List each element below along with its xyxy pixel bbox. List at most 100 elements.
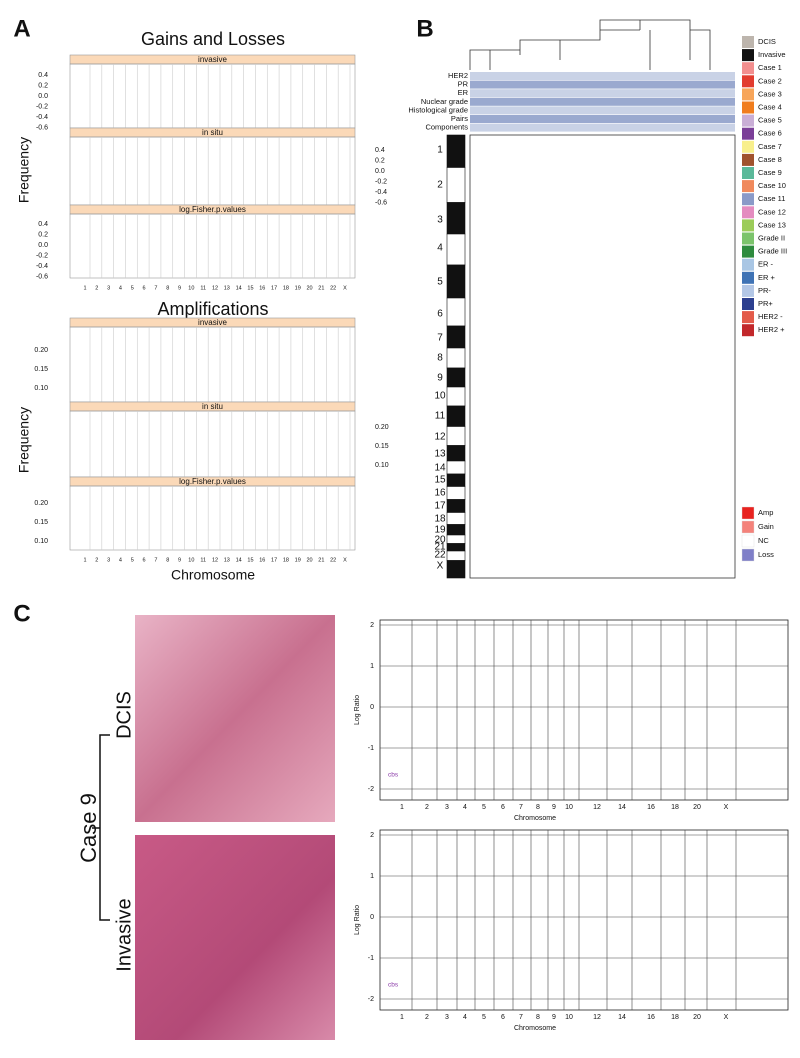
annotation-track xyxy=(470,89,735,98)
y-tick-label: 0.4 xyxy=(38,221,48,228)
y-tick-label: -1 xyxy=(368,745,374,752)
legend-label: Case 4 xyxy=(758,102,782,111)
x-tick-label: 19 xyxy=(295,285,301,291)
y-tick-label: -0.4 xyxy=(36,114,48,121)
legend-swatch xyxy=(741,520,755,534)
chromosome-block xyxy=(446,202,466,235)
x-tick-label: 19 xyxy=(295,557,301,563)
x-tick-label: 4 xyxy=(463,804,467,811)
y-tick-label: 0.10 xyxy=(375,462,389,469)
legend-swatch xyxy=(742,101,754,114)
case-label: Case 9 xyxy=(76,793,101,863)
x-tick-label: 12 xyxy=(593,804,601,811)
y-tick-label: 0.0 xyxy=(38,93,48,100)
y-tick-label: 2 xyxy=(370,622,374,629)
chromosome-label: 5 xyxy=(437,277,443,288)
x-tick-label: 18 xyxy=(671,1014,679,1021)
legend-swatch xyxy=(742,232,754,245)
legend-swatch xyxy=(742,324,754,337)
legend-label: Case 10 xyxy=(758,181,786,190)
x-tick-label: 3 xyxy=(107,557,110,563)
legend-label: HER2 - xyxy=(758,312,783,321)
x-tick-label: 12 xyxy=(212,285,218,291)
chromosome-block xyxy=(446,233,466,266)
legend-swatch xyxy=(742,271,754,284)
legend-label: Case 8 xyxy=(758,155,782,164)
y-tick-label: 0.10 xyxy=(34,538,48,545)
legend-swatch xyxy=(742,49,754,62)
x-tick-label: 22 xyxy=(330,285,336,291)
legend-swatch xyxy=(742,193,754,206)
chromosome-block xyxy=(446,445,466,462)
x-tick-label: 16 xyxy=(647,804,655,811)
chromosome-block xyxy=(446,486,466,500)
y-tick-label: 0.0 xyxy=(375,168,385,175)
chromosome-label: 16 xyxy=(434,488,446,499)
x-tick-label: 8 xyxy=(536,804,540,811)
chromosome-label: 8 xyxy=(437,353,443,364)
x-tick-label: 6 xyxy=(143,557,146,563)
x-tick-label: 11 xyxy=(200,557,206,563)
x-tick-label: 12 xyxy=(212,557,218,563)
strip-label: log.Fisher.p.values xyxy=(179,205,246,214)
panel-label: B xyxy=(416,15,433,42)
legend-label: PR+ xyxy=(758,299,773,308)
legend-label: ER + xyxy=(758,273,776,282)
y-tick-label: 0.4 xyxy=(38,72,48,79)
y-tick-label: -0.6 xyxy=(375,199,387,206)
chromosome-block xyxy=(446,386,466,407)
x-tick-label: 9 xyxy=(178,285,181,291)
chromosome-block xyxy=(446,543,466,552)
chromosome-block xyxy=(446,297,466,327)
legend-swatch xyxy=(742,180,754,193)
x-tick-label: 16 xyxy=(259,557,265,563)
legend-label: DCIS xyxy=(758,37,776,46)
track-label: Histological grade xyxy=(408,105,468,114)
legend-swatch xyxy=(742,298,754,310)
x-tick-label: 2 xyxy=(425,804,429,811)
legend-label: Invasive xyxy=(758,50,786,59)
y-tick-label: 0.0 xyxy=(38,242,48,249)
x-tick-label: 5 xyxy=(482,804,486,811)
legend-swatch xyxy=(742,36,754,48)
x-tick-label: 3 xyxy=(107,285,110,291)
panel-label: A xyxy=(13,15,30,42)
legend-label: NC xyxy=(758,536,769,545)
x-tick-label: 1 xyxy=(400,1014,404,1021)
legend-label: Case 5 xyxy=(758,116,782,125)
section-title: Amplifications xyxy=(157,299,268,319)
x-tick-label: 18 xyxy=(283,557,289,563)
y-tick-label: 0.15 xyxy=(375,443,389,450)
x-tick-label: X xyxy=(343,557,347,563)
chromosome-label: 19 xyxy=(434,525,446,536)
x-tick-label: 14 xyxy=(618,804,626,811)
x-tick-label: 7 xyxy=(519,804,523,811)
chromosome-label: 13 xyxy=(434,449,446,460)
sample-label: DCIS xyxy=(113,691,135,739)
x-tick-label: 20 xyxy=(306,557,312,563)
y-tick-label: -0.2 xyxy=(375,178,387,185)
legend-label: Grade III xyxy=(758,247,787,256)
legend-swatch xyxy=(742,311,754,324)
legend-label: Case 9 xyxy=(758,168,782,177)
x-tick-label: 9 xyxy=(552,1014,556,1021)
track-label: PR xyxy=(458,80,469,89)
chromosome-block xyxy=(446,524,466,536)
chromosome-block xyxy=(446,405,466,427)
annotation-track xyxy=(470,106,735,115)
case-bracket xyxy=(92,734,110,921)
chromosome-block xyxy=(446,460,466,475)
x-tick-label: 12 xyxy=(593,1014,601,1021)
track-label: Nuclear grade xyxy=(421,97,468,106)
chromosome-label: 17 xyxy=(434,501,446,512)
dendrogram xyxy=(469,19,711,70)
y-tick-label: 1 xyxy=(370,663,374,670)
plot-frame xyxy=(69,326,356,403)
x-tick-label: 20 xyxy=(693,804,701,811)
legend-label: Amp xyxy=(758,508,773,517)
legend-label: ER - xyxy=(758,260,774,269)
legend-swatch xyxy=(742,258,754,271)
strip-label: invasive xyxy=(198,55,227,64)
plot-frame xyxy=(69,136,356,206)
